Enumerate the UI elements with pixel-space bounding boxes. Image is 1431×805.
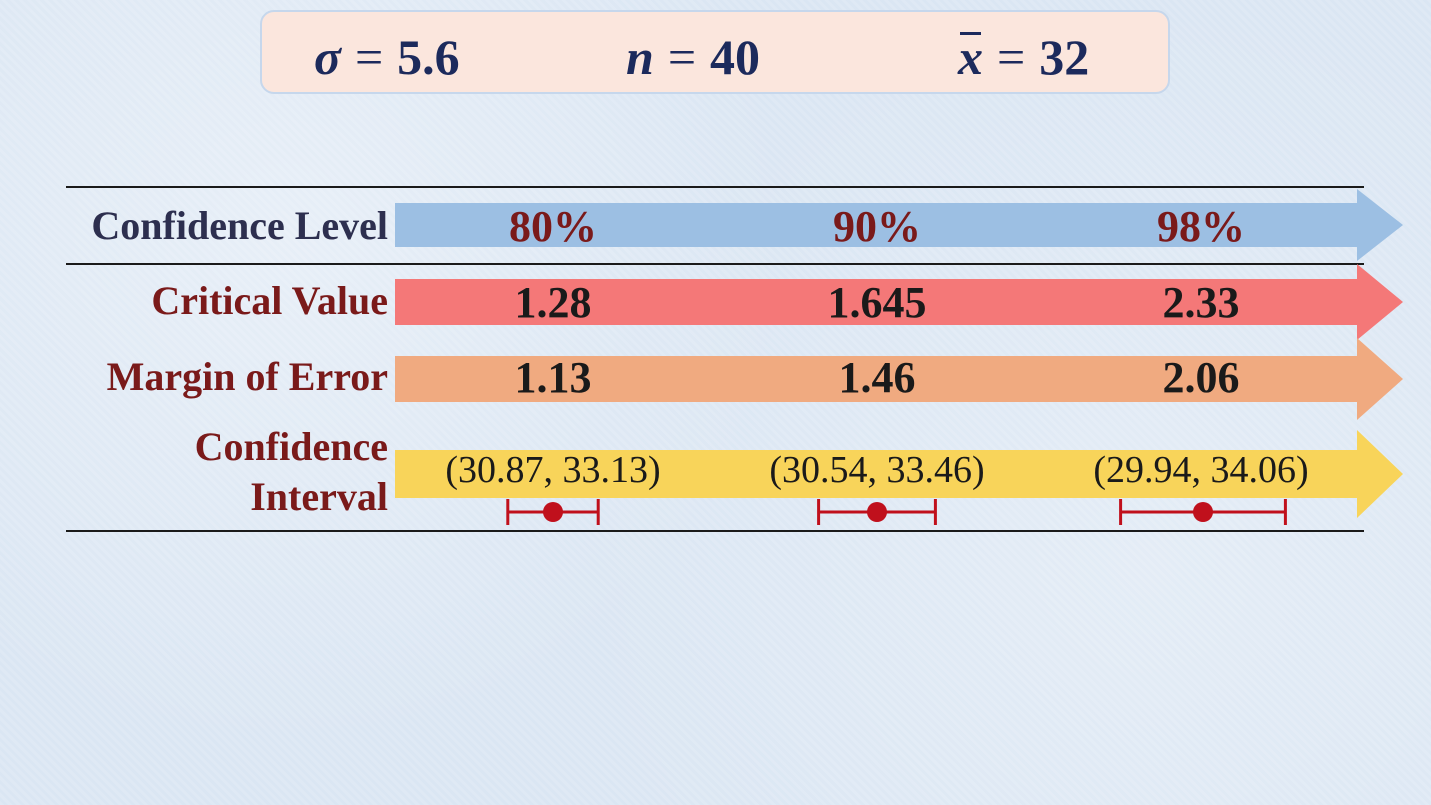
- confidence-level-band: [395, 189, 1403, 261]
- row-label-ci-line2: Interval: [250, 474, 388, 519]
- level-80: 80%: [509, 202, 597, 251]
- row-label-confidence-interval: Confidence Interval: [195, 422, 388, 522]
- sigma-value: 5.6: [397, 29, 460, 85]
- sigma-symbol: σ: [314, 29, 341, 85]
- confidence-interval-80: (30.87, 33.13): [445, 449, 661, 491]
- param-n: n = 40: [626, 28, 760, 86]
- point-estimate-dot: [1193, 502, 1213, 522]
- n-symbol: n: [626, 29, 654, 85]
- interval-marker-98: [1119, 499, 1287, 525]
- point-estimate-dot: [867, 502, 887, 522]
- xbar-equals: =: [997, 29, 1026, 85]
- interval-marker-80: [506, 499, 600, 525]
- parameters-box: σ = 5.6 n = 40 x = 32: [260, 10, 1170, 94]
- table-header-rule: [66, 263, 1364, 265]
- point-estimate-dot: [543, 502, 563, 522]
- xbar-symbol: x: [958, 29, 983, 85]
- margin-of-error-80: 1.13: [514, 353, 592, 402]
- level-90: 90%: [833, 202, 921, 251]
- table-bottom-rule: [66, 530, 1364, 532]
- table-top-rule: [66, 186, 1364, 188]
- interval-marker-90: [817, 499, 937, 525]
- critical-value-80: 1.28: [514, 278, 592, 327]
- row-label-critical-value: Critical Value: [151, 278, 388, 323]
- row-label-ci-line1: Confidence: [194, 424, 388, 469]
- level-98: 98%: [1157, 202, 1245, 251]
- confidence-interval-90: (30.54, 33.46): [769, 449, 985, 491]
- sigma-equals: =: [354, 29, 384, 85]
- confidence-interval-band: [395, 430, 1403, 518]
- margin-of-error-98: 2.06: [1162, 353, 1240, 402]
- confidence-interval-98: (29.94, 34.06): [1093, 449, 1309, 491]
- critical-value-98: 2.33: [1162, 278, 1240, 327]
- param-xbar: x = 32: [958, 28, 1089, 86]
- n-value: 40: [710, 29, 761, 85]
- critical-value-band: [395, 264, 1403, 340]
- critical-value-90: 1.645: [827, 278, 927, 327]
- row-label-margin-of-error: Margin of Error: [106, 354, 388, 399]
- margin-of-error-90: 1.46: [838, 353, 916, 402]
- margin-of-error-band: [395, 338, 1403, 420]
- param-sigma: σ = 5.6: [314, 28, 460, 86]
- row-label-confidence-level: Confidence Level: [91, 203, 388, 248]
- n-equals: =: [667, 29, 697, 85]
- xbar-value: 32: [1039, 29, 1090, 85]
